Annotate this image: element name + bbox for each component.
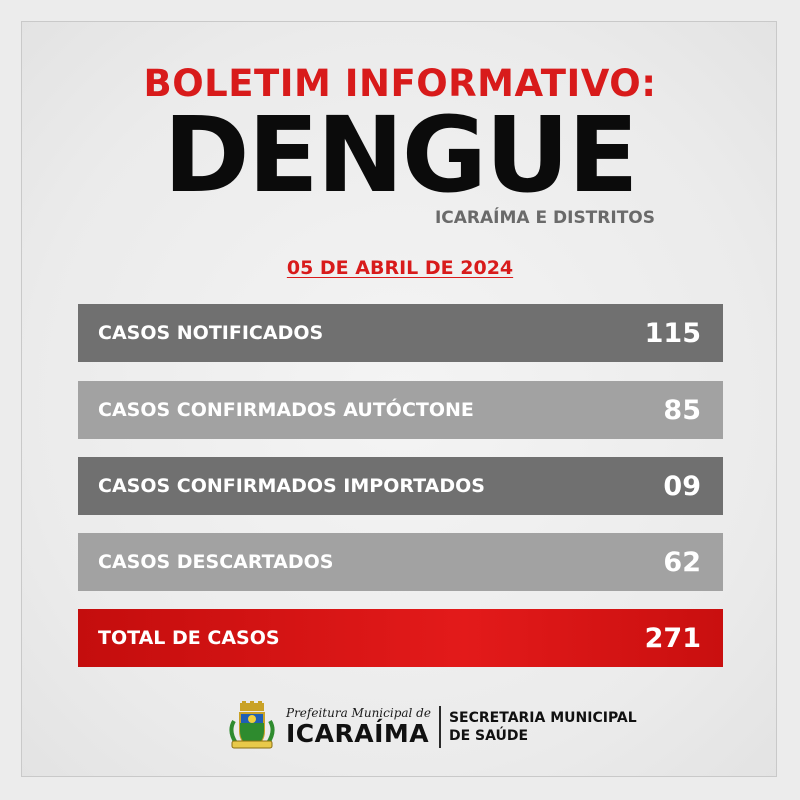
secretaria-line-1: SECRETARIA MUNICIPAL	[448, 710, 637, 726]
prefeitura-label: Prefeitura Municipal de	[286, 706, 431, 720]
prefeitura-block: Prefeitura Municipal de ICARAÍMA	[286, 706, 431, 748]
stat-value: 09	[663, 470, 701, 502]
bulletin-heading: BOLETIM INFORMATIVO:	[143, 62, 657, 105]
stat-label: CASOS NOTIFICADOS	[98, 322, 324, 344]
page-title: DENGUE	[163, 94, 638, 216]
secretaria-line-2: DE SAÚDE	[448, 728, 529, 744]
bulletin-date: 05 DE ABRIL DE 2024	[286, 257, 514, 279]
total-label: TOTAL DE CASOS	[98, 627, 280, 649]
stat-value: 62	[663, 546, 701, 578]
stat-label: CASOS DESCARTADOS	[98, 551, 334, 573]
secretaria-block: SECRETARIA MUNICIPAL DE SAÚDE	[449, 709, 637, 745]
stat-row-total: TOTAL DE CASOS 271	[78, 609, 723, 667]
stat-row-discarded: CASOS DESCARTADOS 62	[78, 533, 723, 591]
city-name: ICARAÍMA	[286, 719, 430, 748]
stat-row-autochthonous: CASOS CONFIRMADOS AUTÓCTONE 85	[78, 381, 723, 439]
stat-value: 115	[644, 317, 701, 349]
stat-label: CASOS CONFIRMADOS IMPORTADOS	[98, 475, 485, 497]
total-value: 271	[644, 622, 701, 654]
municipal-coat-of-arms-icon	[226, 701, 278, 753]
stat-row-imported: CASOS CONFIRMADOS IMPORTADOS 09	[78, 457, 723, 515]
location-subtitle: ICARAÍMA E DISTRITOS	[434, 208, 655, 228]
stat-value: 85	[663, 394, 701, 426]
footer-divider	[438, 706, 441, 748]
stat-label: CASOS CONFIRMADOS AUTÓCTONE	[98, 399, 474, 421]
footer-branding: Prefeitura Municipal de ICARAÍMA SECRETA…	[226, 697, 637, 757]
stat-row-notified: CASOS NOTIFICADOS 115	[78, 304, 723, 362]
